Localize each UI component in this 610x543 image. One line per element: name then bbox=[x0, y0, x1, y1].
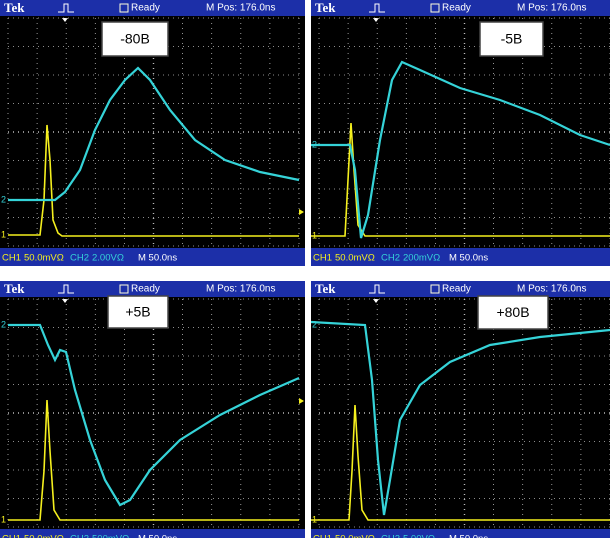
brand: Tek bbox=[4, 281, 25, 296]
footer-ch1: CH1 bbox=[313, 534, 332, 538]
footer-ch2-scale: 200mVΩ bbox=[403, 253, 440, 264]
position: M Pos: 176.0ns bbox=[517, 3, 586, 14]
footer-timebase: M 50.0ns bbox=[449, 534, 488, 538]
voltage-label: +5B bbox=[125, 304, 150, 320]
ch2-marker: 2 bbox=[312, 319, 317, 329]
voltage-label: -80B bbox=[120, 31, 150, 47]
status: Ready bbox=[131, 284, 160, 295]
footer-timebase: M 50.0ns bbox=[449, 253, 488, 264]
ch1-marker: 1 bbox=[312, 514, 317, 524]
footer-ch1-scale: 50.0mVΩ bbox=[24, 534, 64, 538]
footer-ch2: CH2 bbox=[70, 534, 89, 538]
footer-timebase: M 50.0ns bbox=[138, 534, 177, 538]
position: M Pos: 176.0ns bbox=[206, 3, 275, 14]
ch2-marker: 2 bbox=[312, 139, 317, 149]
ch1-marker: 1 bbox=[312, 230, 317, 240]
ch2-marker: 2 bbox=[1, 319, 6, 329]
brand: Tek bbox=[315, 0, 336, 15]
footer-ch2: CH2 bbox=[381, 253, 400, 264]
status: Ready bbox=[442, 284, 471, 295]
footer-ch2: CH2 bbox=[70, 253, 89, 264]
ch1-marker: 1 bbox=[1, 514, 6, 524]
footer-ch1: CH1 bbox=[2, 253, 21, 264]
footer-ch1-scale: 50.0mVΩ bbox=[335, 534, 375, 538]
ch1-marker: 1 bbox=[1, 229, 6, 239]
footer-ch1-scale: 50.0mVΩ bbox=[24, 253, 64, 264]
footer-ch1: CH1 bbox=[313, 253, 332, 264]
voltage-label: +80B bbox=[496, 304, 529, 320]
position: M Pos: 176.0ns bbox=[517, 284, 586, 295]
brand: Tek bbox=[4, 0, 25, 15]
position: M Pos: 176.0ns bbox=[206, 284, 275, 295]
brand: Tek bbox=[315, 281, 336, 296]
footer-ch2-scale: 500mVΩ bbox=[92, 534, 129, 538]
status: Ready bbox=[442, 3, 471, 14]
screen bbox=[311, 0, 610, 264]
status: Ready bbox=[131, 3, 160, 14]
scope-composite: TekReadyM Pos: 176.0ns21-80BCH150.0mVΩCH… bbox=[0, 0, 610, 538]
footer-ch1-scale: 50.0mVΩ bbox=[335, 253, 375, 264]
footer-ch2: CH2 bbox=[381, 534, 400, 538]
footer-ch2-scale: 2.00VΩ bbox=[92, 253, 124, 264]
ch2-marker: 2 bbox=[1, 194, 6, 204]
footer-timebase: M 50.0ns bbox=[138, 253, 177, 264]
footer-ch1: CH1 bbox=[2, 534, 21, 538]
footer-ch2-scale: 5.00VΩ bbox=[403, 534, 435, 538]
voltage-label: -5B bbox=[501, 31, 523, 47]
